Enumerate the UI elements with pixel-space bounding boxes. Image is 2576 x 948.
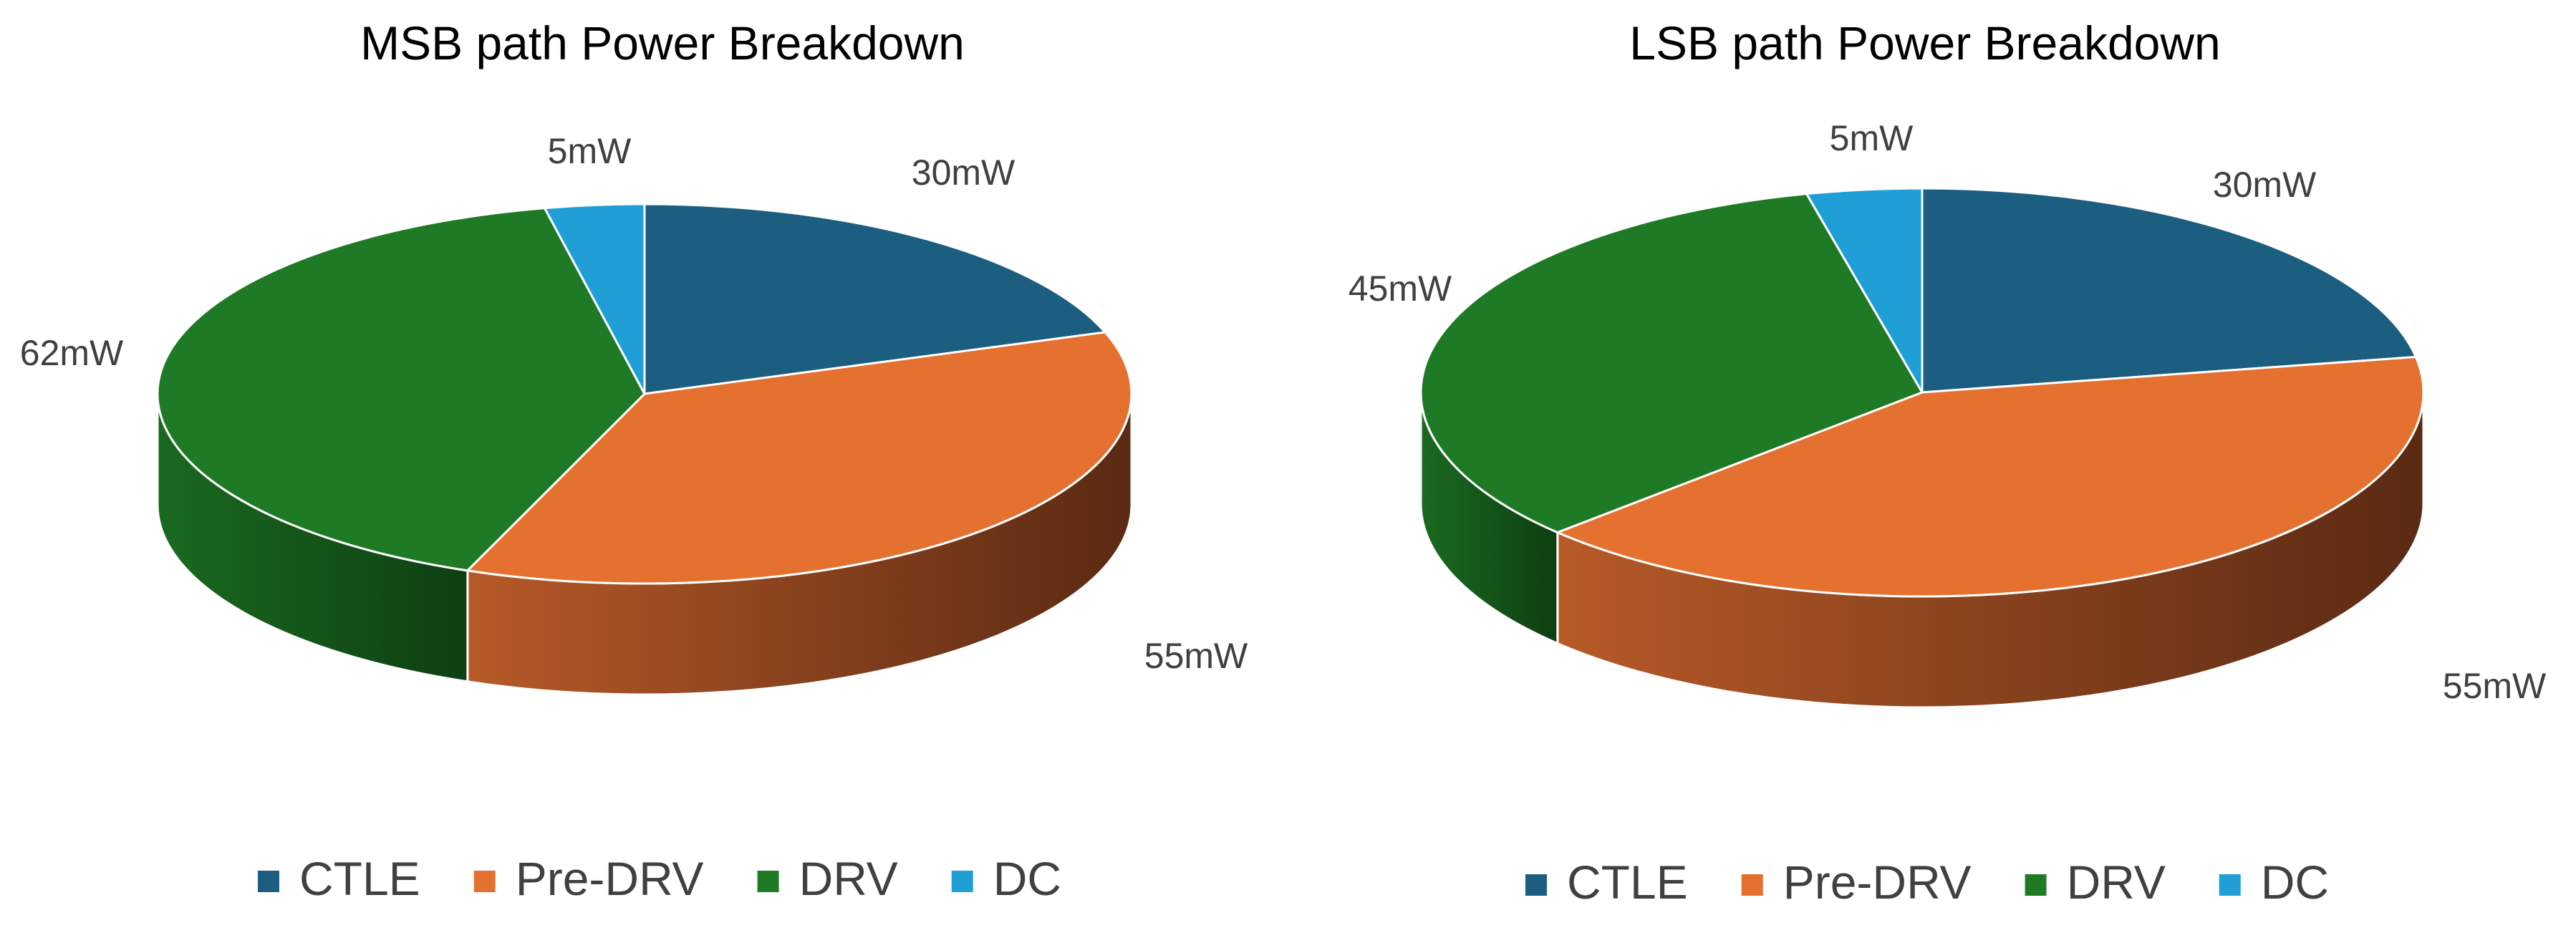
msb-data-labels: 30mW 55mW 62mW 5mW xyxy=(20,131,1248,676)
lsb-legend-label-dc: DC xyxy=(2261,856,2329,909)
msb-legend-swatch-drv xyxy=(757,871,779,892)
lsb-legend-label-drv: DRV xyxy=(2067,856,2166,909)
lsb-legend-label-ctle: CTLE xyxy=(1567,856,1688,909)
msb-legend-label-pre-drv: Pre-DRV xyxy=(516,852,704,905)
lsb-pie-chart: LSB path Power Breakdown 30mW 55mW 45mW 5mW… xyxy=(1349,16,2547,909)
lsb-slice-drv xyxy=(1419,193,1924,534)
msb-legend-label-dc: DC xyxy=(993,852,1061,905)
msb-legend-label-drv: DRV xyxy=(799,852,898,905)
lsb-data-label-ctle: 30mW xyxy=(2213,165,2317,205)
lsb-data-label-drv: 45mW xyxy=(1349,269,1452,309)
msb-data-label-drv: 62mW xyxy=(20,333,124,373)
lsb-slice-dc xyxy=(1805,187,1924,394)
msb-legend-swatch-pre-drv xyxy=(473,871,496,892)
msb-slice-ctle xyxy=(643,203,1106,395)
lsb-legend-swatch-pre-drv xyxy=(1741,874,1763,896)
msb-legend-label-ctle: CTLE xyxy=(299,852,420,905)
msb-slice-pre-drv xyxy=(466,331,1133,585)
msb-legend-swatch-ctle xyxy=(258,871,279,892)
lsb-legend-swatch-dc xyxy=(2219,874,2241,896)
lsb-slice-pre-drv xyxy=(1556,356,2425,598)
lsb-legend-swatch-drv xyxy=(2025,874,2047,896)
lsb-legend: CTLE Pre-DRV DRV DC xyxy=(1525,856,2329,909)
msb-legend: CTLE Pre-DRV DRV DC xyxy=(258,852,1061,905)
msb-data-label-ctle: 30mW xyxy=(912,153,1016,193)
lsb-slice-ctle xyxy=(1921,187,2417,394)
lsb-chart-title: LSB path Power Breakdown xyxy=(1629,16,2220,69)
lsb-data-label-pre-drv: 55mW xyxy=(2443,666,2547,706)
lsb-pie-slices xyxy=(1419,187,2425,709)
msb-slice-dc xyxy=(543,203,646,395)
lsb-legend-label-pre-drv: Pre-DRV xyxy=(1783,856,1972,909)
msb-pie-slices xyxy=(156,203,1133,696)
msb-data-label-dc: 5mW xyxy=(548,131,632,171)
msb-slice-drv xyxy=(156,207,646,572)
lsb-data-label-dc: 5mW xyxy=(1830,118,1914,158)
lsb-legend-swatch-ctle xyxy=(1525,874,1547,896)
msb-pie-chart: MSB path Power Breakdown 30mW 55mW 62mW 5mW… xyxy=(20,16,1248,905)
msb-data-label-pre-drv: 55mW xyxy=(1144,636,1248,676)
msb-legend-swatch-dc xyxy=(951,871,973,892)
lsb-data-labels: 30mW 55mW 45mW 5mW xyxy=(1349,118,2547,706)
msb-chart-title: MSB path Power Breakdown xyxy=(360,16,965,69)
